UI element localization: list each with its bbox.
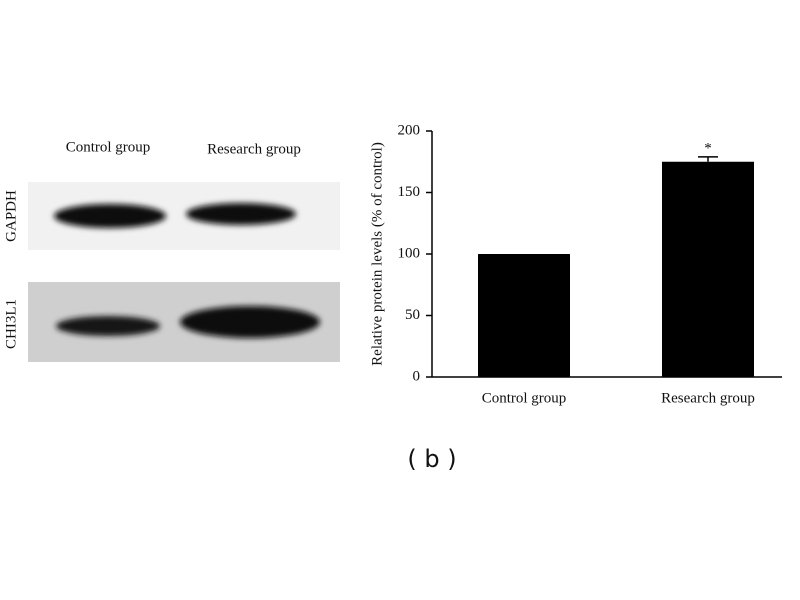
bar [478,254,570,377]
x-tick-label: Research group [661,390,755,406]
blot-band [54,204,166,228]
panel-label: ( b ) [407,445,456,473]
error-bar [698,156,718,162]
blot-band [56,316,160,336]
y-axis-label: Relative protein levels (% of control) [369,142,385,366]
y-tick-label: 0 [413,368,421,384]
x-tick-label: Control group [482,390,567,406]
western-blot: Control group Research group GAPDH CHI3L… [3,139,340,362]
y-tick-label: 200 [398,122,421,138]
blot-band [186,203,296,225]
y-tick-label: 150 [398,184,421,200]
bar [662,161,754,377]
blot-band [180,306,320,338]
blot-column-label: Research group [207,141,301,157]
significance-marker: * [704,140,712,156]
blot-column-label: Control group [66,139,151,155]
blot-row-label: CHI3L1 [3,299,19,349]
y-tick-label: 100 [398,245,421,261]
blot-row-label: GAPDH [3,190,19,242]
y-tick-label: 50 [405,307,420,323]
